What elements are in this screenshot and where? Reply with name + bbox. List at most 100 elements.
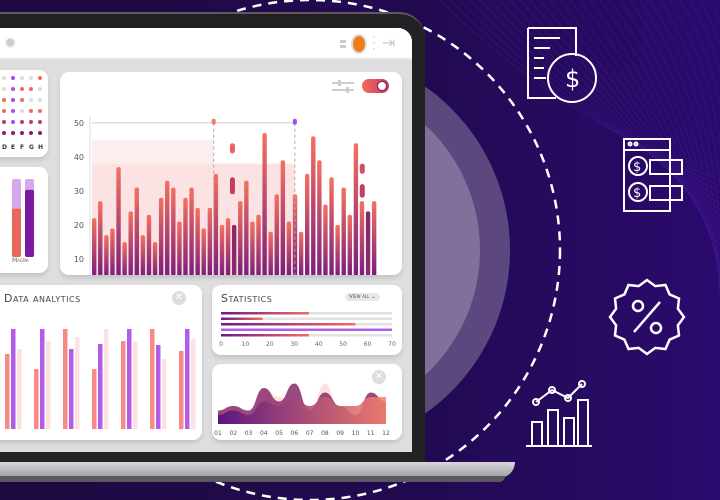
bar — [150, 329, 155, 429]
dot — [20, 131, 24, 135]
x-tick-label: 10 — [352, 430, 360, 437]
close-icon[interactable]: ✕ — [372, 370, 386, 384]
x-tick-label: 08 — [321, 430, 329, 437]
lock-play-icon[interactable] — [351, 34, 367, 54]
dot — [29, 87, 33, 91]
wave-line — [649, 0, 720, 306]
browser-dollar-icon: $$ — [623, 138, 683, 212]
bar — [122, 241, 127, 276]
wave-line — [519, 0, 720, 229]
more-icon[interactable]: · · · — [372, 30, 376, 56]
bar — [298, 231, 304, 276]
dot — [20, 98, 24, 102]
x-tick-label: 09 — [336, 430, 344, 437]
y-tick-label: 10 — [74, 255, 84, 264]
dot — [20, 109, 24, 113]
bar — [274, 194, 279, 276]
bar — [280, 160, 286, 276]
bar — [347, 214, 352, 276]
main-bar-chart: 0102030405060701020304050 — [74, 116, 386, 293]
data-analytics-title: Data analytics — [4, 292, 81, 305]
column-label: D — [2, 144, 7, 151]
wave-line — [689, 0, 720, 330]
dot — [2, 131, 6, 135]
x-tick-label: 12 — [382, 430, 390, 437]
bar — [116, 167, 121, 276]
wave-line — [479, 0, 720, 205]
bar — [231, 224, 237, 276]
bar — [213, 173, 219, 276]
wave-line — [589, 0, 720, 271]
bar — [179, 351, 184, 429]
bar — [140, 235, 146, 276]
bar — [365, 211, 371, 276]
wave-line — [619, 0, 720, 289]
laptop-base — [0, 462, 515, 478]
bar — [323, 204, 328, 276]
gear-icon[interactable]: ✹ — [4, 34, 17, 52]
bar — [69, 349, 74, 429]
bar — [219, 224, 225, 276]
bar — [225, 218, 231, 276]
dot — [20, 120, 24, 124]
dot — [20, 76, 24, 80]
bar — [75, 337, 80, 429]
dot — [2, 120, 6, 124]
bar — [146, 214, 152, 276]
bar — [221, 317, 263, 320]
bar — [191, 339, 196, 429]
bar — [250, 221, 255, 276]
logout-icon[interactable]: ⇥ — [382, 33, 396, 52]
column-label: E — [11, 144, 15, 151]
statistics-panel: Statistics View all ⌄ 0 10 20 30 40 50 60 70 — [212, 285, 402, 355]
bar — [40, 329, 45, 429]
bar — [221, 323, 356, 326]
bar — [329, 177, 334, 276]
x-tick-label: 40 — [315, 341, 323, 348]
x-tick-label: 02 — [229, 430, 237, 437]
cylinder-panel: Magna — [0, 167, 48, 273]
bar — [341, 187, 346, 276]
bar — [305, 173, 310, 276]
dot — [29, 98, 33, 102]
wave-line — [439, 0, 720, 181]
dot — [38, 109, 42, 113]
y-tick-label: 20 — [74, 221, 84, 230]
bar — [92, 369, 97, 429]
wave-line — [529, 0, 720, 235]
bar — [207, 207, 213, 276]
chart-toggle[interactable] — [362, 79, 389, 93]
bar — [177, 221, 182, 276]
bar — [158, 197, 164, 276]
floating-marker — [229, 177, 235, 195]
svg-text:$: $ — [633, 160, 641, 175]
close-icon[interactable]: ✕ — [172, 291, 186, 305]
bar — [127, 329, 132, 429]
bar — [110, 228, 115, 276]
x-tick-label: 11 — [367, 430, 375, 437]
bar — [133, 341, 138, 429]
bar — [292, 194, 298, 276]
statistics-title: Statistics — [221, 292, 273, 305]
bar — [63, 329, 68, 429]
dot — [2, 109, 6, 113]
menu-icon[interactable] — [340, 40, 346, 48]
filter-icon[interactable] — [330, 78, 396, 96]
bar — [5, 354, 10, 429]
bar — [185, 329, 190, 429]
column-label: H — [38, 144, 43, 151]
x-tick-label: 05 — [275, 430, 283, 437]
main-chart-panel: 0102030405060701020304050 — [60, 72, 402, 293]
svg-text:$: $ — [565, 65, 580, 93]
area-chart-panel: ✕ 01 02 03 04 05 06 07 08 09 10 11 12 — [212, 364, 402, 440]
bar — [92, 218, 97, 276]
bar — [256, 214, 261, 276]
dot — [2, 76, 6, 80]
x-tick-label: 30 — [290, 341, 298, 348]
wave-line — [469, 0, 720, 199]
wave-line — [679, 0, 720, 324]
bar-track — [221, 317, 392, 320]
percent-badge-icon — [608, 278, 686, 356]
bar — [162, 359, 167, 429]
view-all-button[interactable]: View all ⌄ — [345, 293, 380, 301]
